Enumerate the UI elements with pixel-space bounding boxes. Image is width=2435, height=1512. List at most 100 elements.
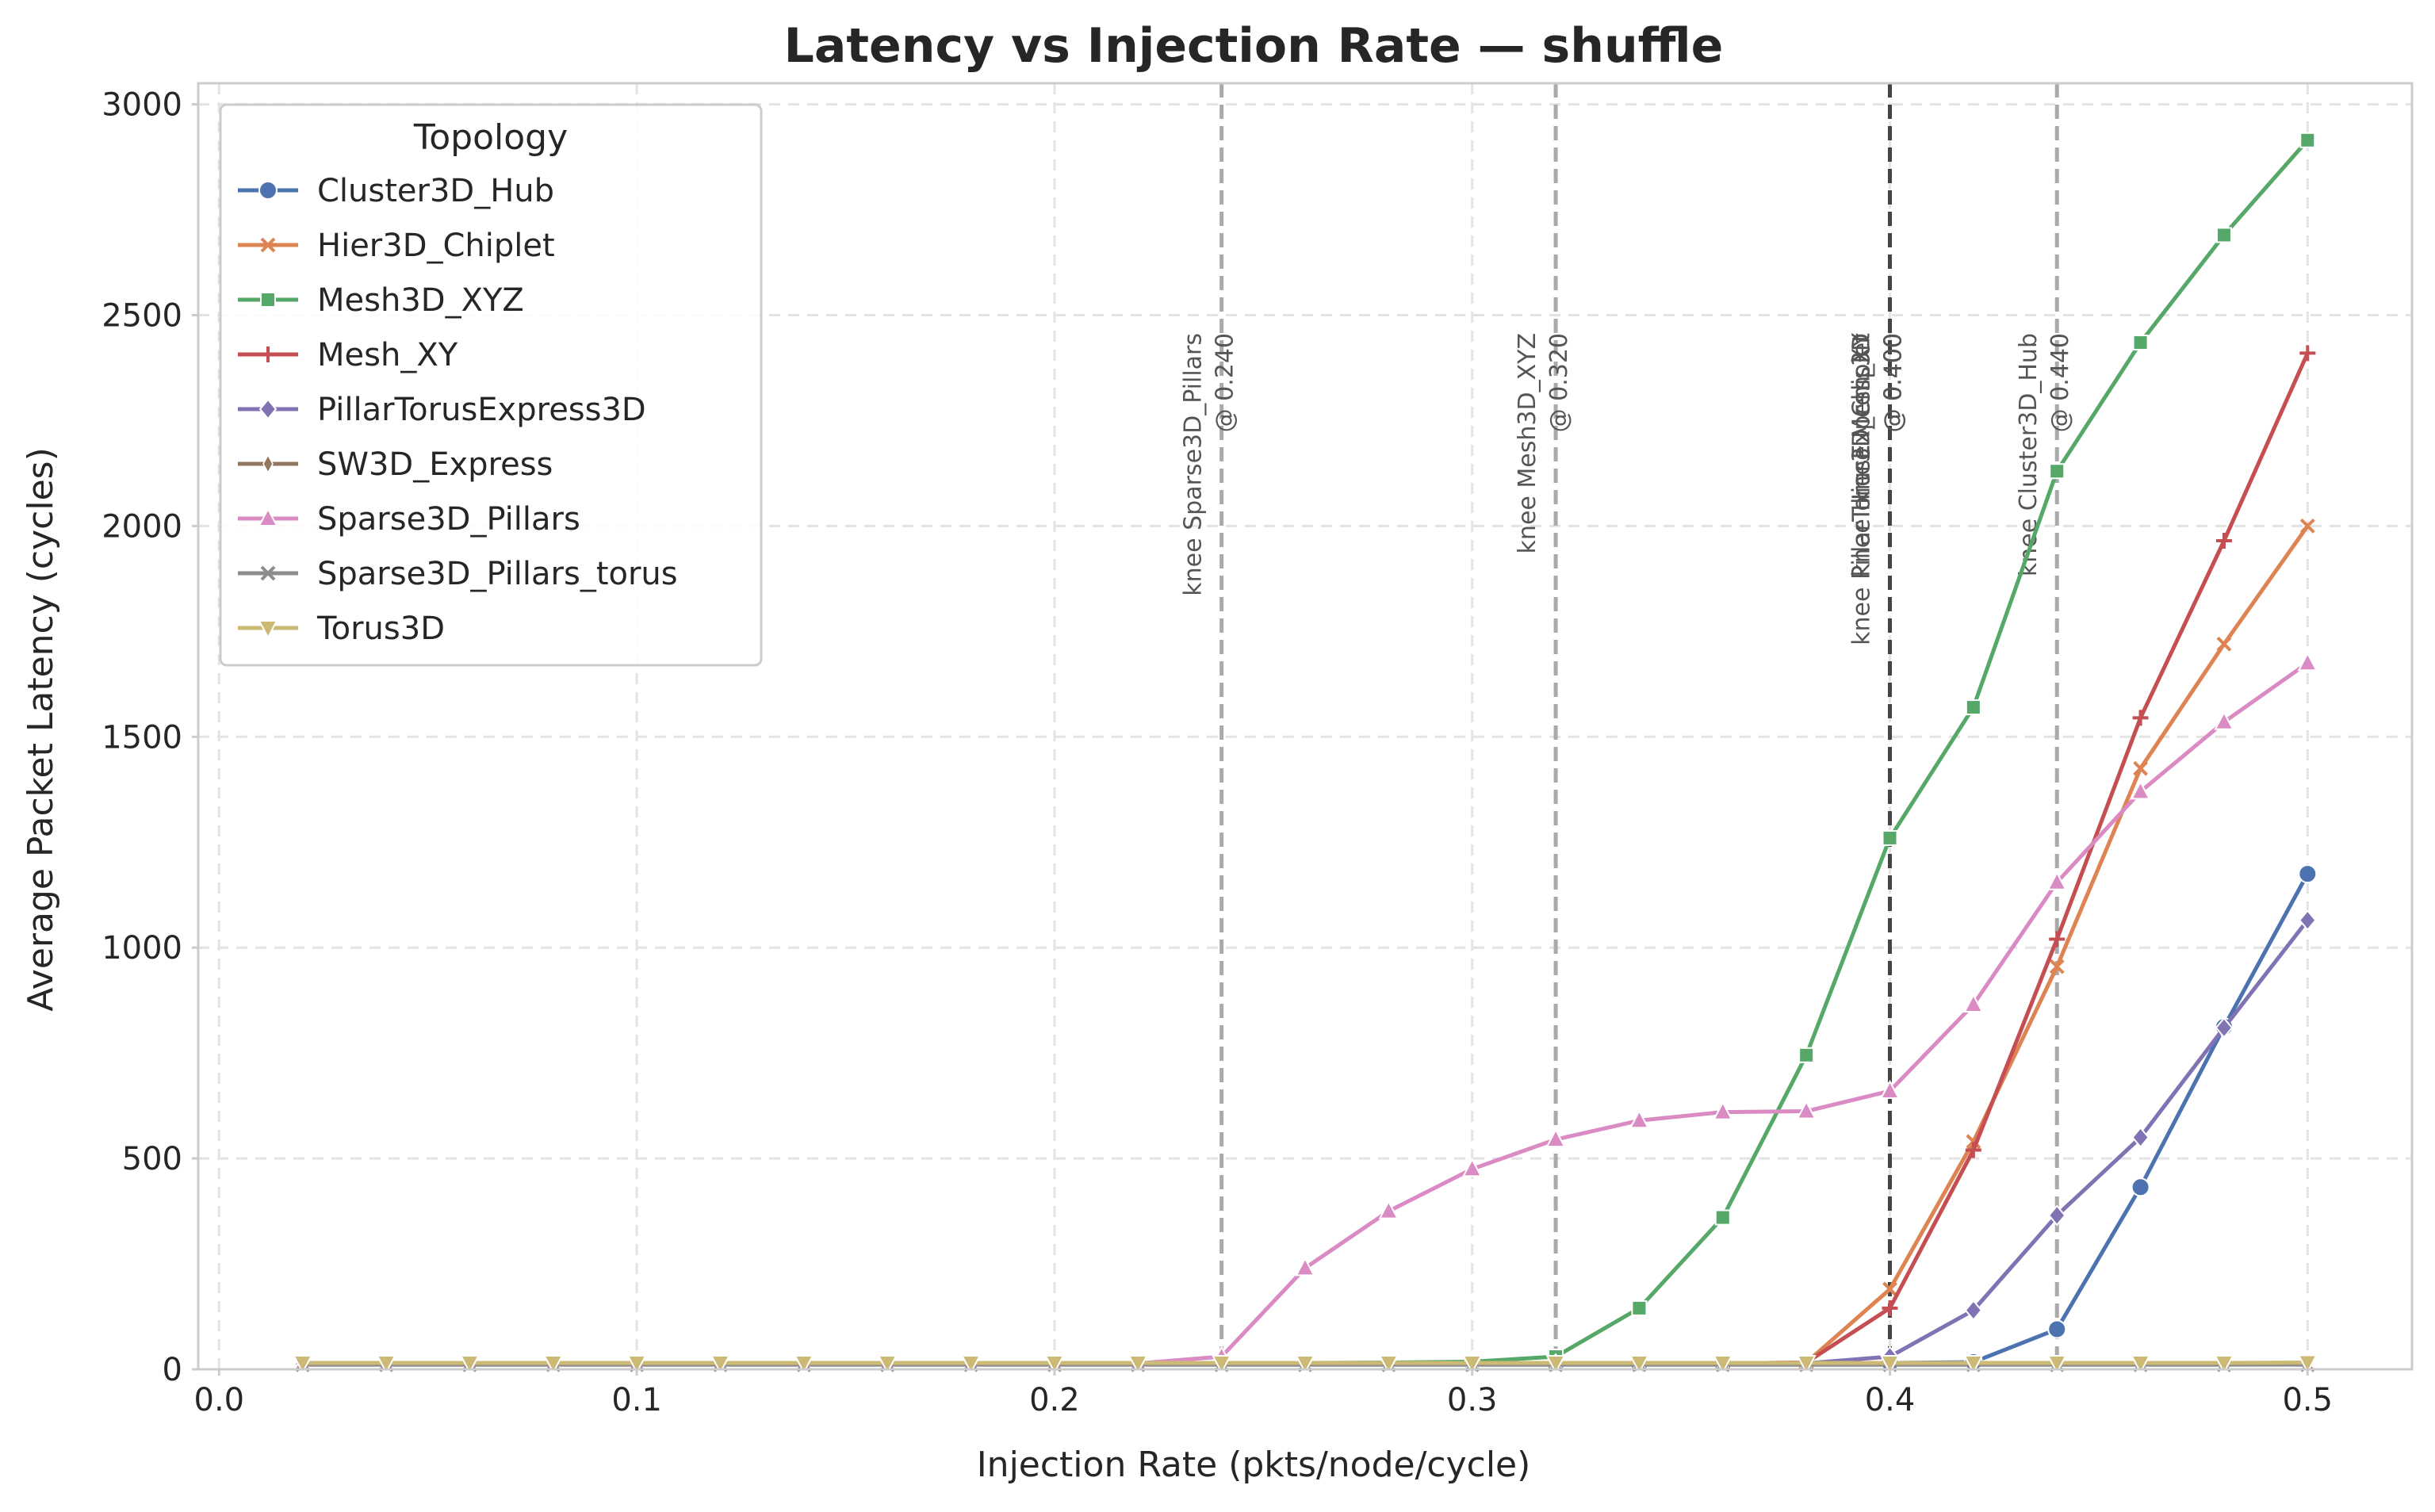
legend-label: Torus3D: [316, 611, 445, 647]
legend-item-torus3d: Torus3D: [238, 611, 445, 647]
legend-marker: [258, 620, 278, 640]
data-point-mesh-xy: [2049, 931, 2066, 947]
legend-title: Topology: [413, 117, 568, 158]
data-point-torus3d: [376, 1355, 396, 1375]
legend-label: Cluster3D_Hub: [317, 173, 554, 209]
data-point-mesh-xy: [2215, 533, 2232, 549]
knee-label: knee Cluster3D_Hub @ 0.440: [2015, 333, 2074, 576]
knee-label-line: knee Hier3D_Chiplet: [1848, 333, 1876, 577]
knee-label-line: knee Mesh_XY: [1848, 332, 1876, 503]
chart-title: Latency vs Injection Rate — shuffle: [784, 18, 1724, 74]
axes: 0.0 0.1 0.2 0.3 0.4 0.5 0 500 1000 1500 2000 2500 30…: [101, 82, 2414, 1418]
knee-label: knee Mesh3D_XYZ @ 0.320: [1514, 333, 1573, 553]
data-point-torus3d: [1295, 1355, 1315, 1375]
data-point-pillartorusexpress3d: [2215, 1016, 2234, 1039]
data-point-mesh3d-xyz: [1798, 1047, 1815, 1063]
legend-item-sw3d-express: SW3D_Express: [238, 446, 553, 483]
data-point-torus3d: [2297, 1354, 2318, 1374]
data-point-sparse3d-pillars: [1879, 1079, 1901, 1100]
x-tick-label: 0.1: [611, 1382, 662, 1418]
data-point-torus3d: [1211, 1355, 1232, 1375]
x-tick-label: 0.0: [194, 1382, 245, 1418]
data-point-hier3d-chiplet: [1882, 1281, 1897, 1297]
legend: Topology Cluster3D_Hub Hier3D_Chiplet Mesh3…: [219, 103, 763, 667]
data-point-hier3d-chiplet: [2049, 959, 2065, 974]
data-point-torus3d: [626, 1355, 647, 1375]
data-point-mesh3d-xyz: [2132, 335, 2149, 351]
data-point-torus3d: [1378, 1355, 1399, 1375]
x-tick-label: 0.3: [1447, 1382, 1498, 1418]
legend-label: PillarTorusExpress3D: [317, 392, 646, 428]
knee-markers: knee Sparse3D_Pillars @ 0.240 knee Mesh3D_…: [1180, 83, 2074, 1369]
legend-marker: [260, 292, 276, 308]
data-point-mesh-xy: [1965, 1142, 1981, 1158]
data-point-torus3d: [2130, 1355, 2151, 1375]
data-point-sparse3d-pillars: [1378, 1200, 1399, 1219]
data-point-torus3d: [459, 1355, 480, 1375]
knee-label-line: knee Mesh3D_XYZ: [1514, 333, 1541, 553]
data-point-cluster3d-hub: [2047, 1319, 2067, 1339]
data-point-hier3d-chiplet: [2216, 636, 2232, 652]
data-point-mesh3d-xyz: [2049, 463, 2066, 480]
data-point-cluster3d-hub: [2298, 864, 2318, 884]
data-point-torus3d: [1128, 1355, 1148, 1375]
knee-label-line: @ 0.400: [1880, 333, 1908, 432]
legend-item-mesh-xy: Mesh_XY: [238, 337, 458, 373]
knee-label-line: knee Sparse3D_Pillars: [1180, 333, 1208, 596]
legend-marker: [260, 237, 276, 253]
x-tick-label: 0.2: [1029, 1382, 1080, 1418]
x-axis-title: Injection Rate (pkts/node/cycle): [977, 1445, 1531, 1485]
data-point-mesh3d-xyz: [1882, 829, 1898, 846]
knee-label-line: @ 0.400: [1880, 333, 1908, 432]
data-point-torus3d: [877, 1355, 898, 1375]
data-point-sparse3d-pillars: [2046, 871, 2067, 890]
data-point-mesh3d-xyz: [2215, 227, 2232, 243]
data-point-cluster3d-hub: [2131, 1177, 2150, 1197]
legend-label: Sparse3D_Pillars: [317, 501, 580, 538]
data-point-hier3d-chiplet: [2299, 518, 2315, 534]
knee-label: knee Mesh_XY @ 0.400: [1848, 332, 1908, 503]
legend-item-mesh3d-xyz: Mesh3D_XYZ: [238, 282, 524, 319]
legend-marker: [258, 181, 278, 200]
legend-label: Sparse3D_Pillars_torus: [317, 556, 678, 592]
knee-label-line: knee PillarTorusExpress3D: [1848, 333, 1876, 645]
data-point-pillartorusexpress3d: [2047, 1204, 2066, 1227]
y-tick-label: 2500: [101, 297, 182, 334]
data-point-sparse3d-pillars: [1295, 1257, 1315, 1277]
knee-label-line: @ 0.400: [1880, 333, 1908, 432]
legend-label: Mesh_XY: [317, 337, 458, 373]
y-tick-label: 2000: [101, 508, 182, 545]
data-point-sparse3d-pillars: [1545, 1128, 1566, 1148]
knee-label: knee Hier3D_Chiplet @ 0.400: [1848, 333, 1908, 577]
data-point-pillartorusexpress3d: [2131, 1126, 2150, 1149]
legend-box: [219, 103, 763, 667]
legend-label: Mesh3D_XYZ: [317, 282, 524, 319]
data-point-pillartorusexpress3d: [1964, 1299, 1983, 1322]
knee-label-line: knee Cluster3D_Hub: [2015, 333, 2043, 576]
x-tick-label: 0.5: [2282, 1382, 2333, 1418]
y-tick-label: 1500: [101, 719, 182, 756]
data-point-torus3d: [1963, 1355, 1984, 1375]
data-point-mesh-xy: [1882, 1300, 1898, 1316]
data-point-torus3d: [1629, 1355, 1650, 1375]
y-tick-label: 1000: [101, 930, 182, 967]
data-point-sparse3d-pillars: [1713, 1101, 1733, 1120]
y-tick-label: 3000: [101, 87, 182, 124]
data-point-torus3d: [710, 1355, 731, 1375]
legend-marker: [258, 507, 278, 526]
legend-item-sparse3d-pillars-torus: Sparse3D_Pillars_torus: [238, 556, 678, 592]
y-tick-label: 500: [122, 1141, 182, 1177]
data-point-mesh3d-xyz: [2299, 132, 2316, 148]
data-point-mesh3d-xyz: [1631, 1300, 1648, 1316]
x-tick-label: 0.4: [1865, 1382, 1916, 1418]
data-point-torus3d: [1044, 1355, 1065, 1375]
legend-marker: [260, 565, 276, 581]
data-point-torus3d: [2046, 1355, 2067, 1375]
data-point-torus3d: [2214, 1355, 2234, 1375]
data-point-sparse3d-pillars: [2297, 652, 2318, 672]
knee-label: knee PillarTorusExpress3D @ 0.400: [1848, 333, 1908, 645]
legend-item-sparse3d-pillars: Sparse3D_Pillars: [238, 501, 580, 538]
data-point-torus3d: [960, 1355, 982, 1375]
